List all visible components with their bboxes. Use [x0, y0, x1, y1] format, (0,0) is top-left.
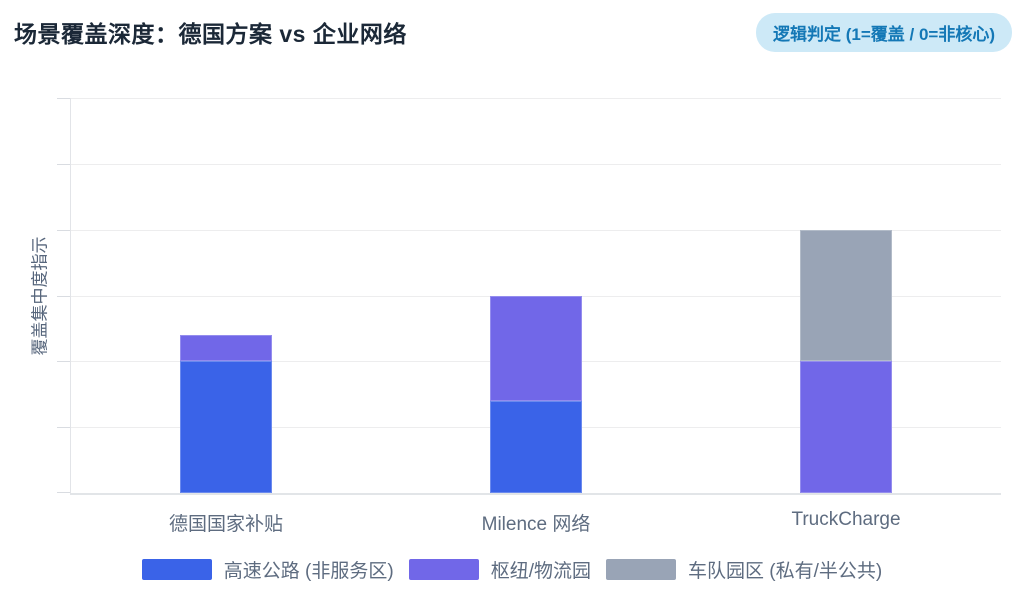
- gridline: [71, 98, 1001, 99]
- legend-label: 枢纽/物流园: [490, 561, 591, 582]
- status-badge: 逻辑判定 (1=覆盖 / 0=非核心): [756, 13, 1012, 52]
- legend: 高速公路 (非服务区) 枢纽/物流园 车队园区 (私有/半公共): [0, 556, 1024, 583]
- legend-label: 高速公路 (非服务区): [223, 561, 394, 582]
- x-axis-label-0: 德国国家补贴: [168, 514, 284, 535]
- x-axis-label-1: Milence 网络: [481, 514, 591, 535]
- legend-item-0[interactable]: 高速公路 (非服务区): [141, 556, 394, 583]
- plot-area: 德国国家补贴 Milence 网络 TruckCharge: [57, 98, 1001, 535]
- y-axis-tick: [57, 427, 70, 429]
- y-axis-tick: [57, 229, 70, 231]
- legend-swatch: [408, 559, 479, 580]
- bar-1-segment-1[interactable]: [490, 295, 582, 401]
- x-axis-label-2: TruckCharge: [791, 509, 901, 530]
- legend-label: 车队园区 (私有/半公共): [688, 561, 883, 582]
- bar-2-segment-2[interactable]: [800, 229, 892, 362]
- bar-0-segment-0[interactable]: [180, 361, 272, 493]
- gridline: [71, 229, 1001, 231]
- legend-swatch: [141, 559, 212, 580]
- y-axis-tick: [57, 361, 70, 363]
- bar-0-segment-1[interactable]: [180, 335, 272, 362]
- bar-1-segment-0[interactable]: [490, 400, 582, 493]
- y-axis-tick: [57, 492, 70, 493]
- y-axis-tick: [57, 295, 70, 297]
- y-axis-tick: [57, 98, 70, 99]
- legend-item-1[interactable]: 枢纽/物流园: [408, 556, 591, 583]
- y-axis-tick: [57, 163, 70, 165]
- y-axis-label: 覆盖集中度指示: [30, 236, 50, 356]
- page-title: 场景覆盖深度：德国方案 vs 企业网络: [14, 21, 407, 47]
- legend-item-2[interactable]: 车队园区 (私有/半公共): [606, 556, 882, 583]
- legend-swatch: [606, 559, 676, 580]
- gridline: [71, 163, 1001, 165]
- bar-2-segment-1[interactable]: [800, 361, 892, 493]
